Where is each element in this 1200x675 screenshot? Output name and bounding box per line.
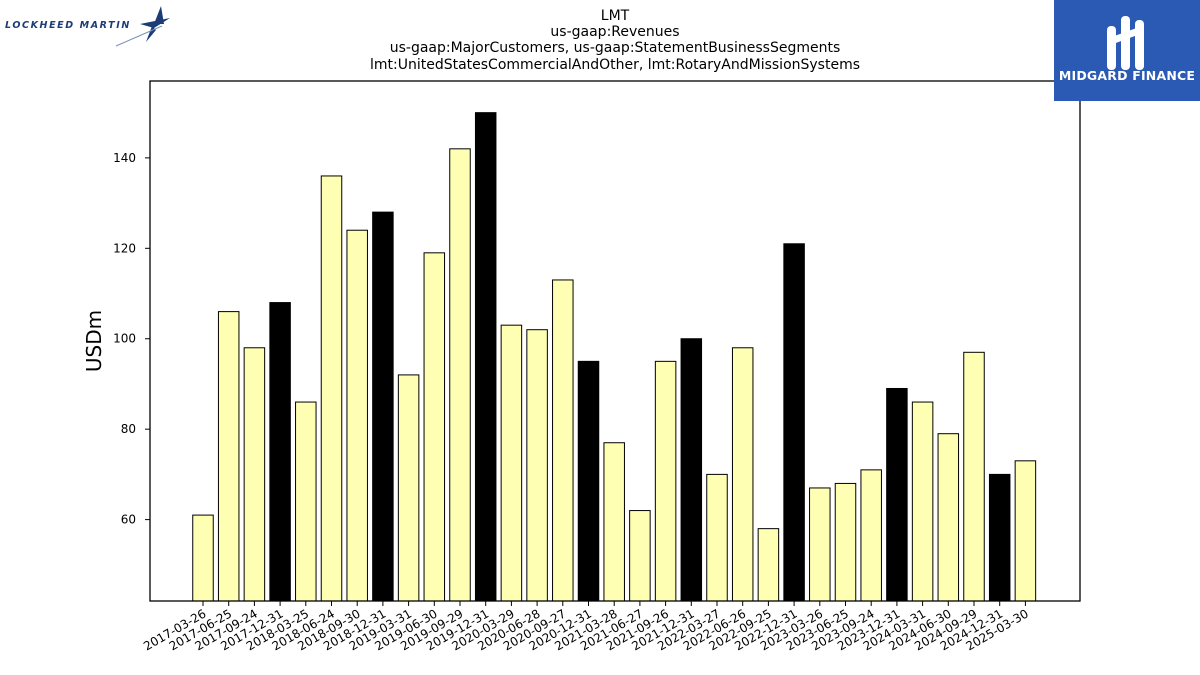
plot-frame [149, 80, 1081, 602]
y-axis-label: USDm [82, 310, 106, 372]
bar-2017-09-24 [243, 347, 266, 602]
midgard-finance-logo: MIDGARD FINANCE [1054, 0, 1200, 101]
bar-2019-06-30 [423, 252, 446, 602]
bar-2024-03-31 [911, 401, 934, 602]
bar-2020-12-31 [577, 360, 600, 602]
bar-2025-03-30 [1014, 460, 1037, 602]
bar-2019-12-31 [474, 112, 497, 602]
bar-2017-06-25 [217, 311, 240, 602]
y-tick-label: 120 [113, 241, 136, 255]
bar-2020-09-27 [552, 279, 574, 602]
bar-2021-12-31 [680, 338, 703, 602]
bars [192, 112, 1037, 602]
y-tick-label: 140 [113, 151, 136, 165]
bar-2024-09-29 [963, 351, 985, 602]
chart-title-line-3: us-gaap:MajorCustomers, us-gaap:Statemen… [390, 40, 841, 56]
bar-2018-09-30 [346, 229, 368, 602]
chart-title-line-2: us-gaap:Revenues [550, 24, 679, 40]
bar-2024-12-31 [988, 473, 1011, 602]
bar-2022-09-25 [757, 528, 780, 602]
x-axis: 2017-03-262017-06-252017-09-242017-12-31… [141, 601, 1031, 653]
y-tick-label: 100 [113, 332, 136, 346]
bar-2017-03-26 [192, 514, 214, 602]
lockheed-martin-logo: LOCKHEED MARTIN [4, 4, 170, 48]
bar-2021-06-27 [629, 510, 651, 602]
bar-2018-12-31 [372, 211, 394, 602]
bar-2023-09-24 [860, 469, 882, 602]
midgard-emblem-icon [1107, 16, 1144, 70]
bar-2023-03-26 [809, 487, 831, 602]
bar-2018-03-25 [295, 401, 317, 602]
bar-2018-06-24 [320, 175, 343, 602]
chart-title-line-4: lmt:UnitedStatesCommercialAndOther, lmt:… [370, 57, 860, 73]
bar-2022-06-26 [731, 347, 754, 602]
y-tick-label: 80 [121, 422, 136, 436]
bar-2021-09-26 [654, 360, 677, 602]
bar-2020-03-29 [500, 324, 523, 602]
chart-title-line-1: LMT [601, 8, 630, 24]
bar-2023-06-25 [834, 482, 857, 602]
bar-2021-03-28 [603, 442, 625, 602]
bar-2022-03-27 [706, 473, 728, 602]
star-icon [115, 6, 170, 47]
bar-2019-09-29 [449, 148, 471, 602]
midgard-finance-wordmark: MIDGARD FINANCE [1058, 68, 1196, 83]
lockheed-martin-wordmark: LOCKHEED MARTIN [5, 20, 131, 31]
bar-2019-03-31 [397, 374, 420, 602]
bar-2022-12-31 [783, 243, 805, 602]
y-tick-label: 60 [121, 513, 136, 527]
bar-2023-12-31 [886, 387, 908, 602]
bar-2017-12-31 [269, 302, 291, 602]
chart-title: LMT us-gaap:Revenues us-gaap:MajorCustom… [370, 8, 860, 73]
bar-2024-06-30 [937, 433, 960, 602]
y-axis: 60 80 100 120 140 [113, 151, 150, 527]
bar-2020-06-28 [526, 329, 548, 602]
